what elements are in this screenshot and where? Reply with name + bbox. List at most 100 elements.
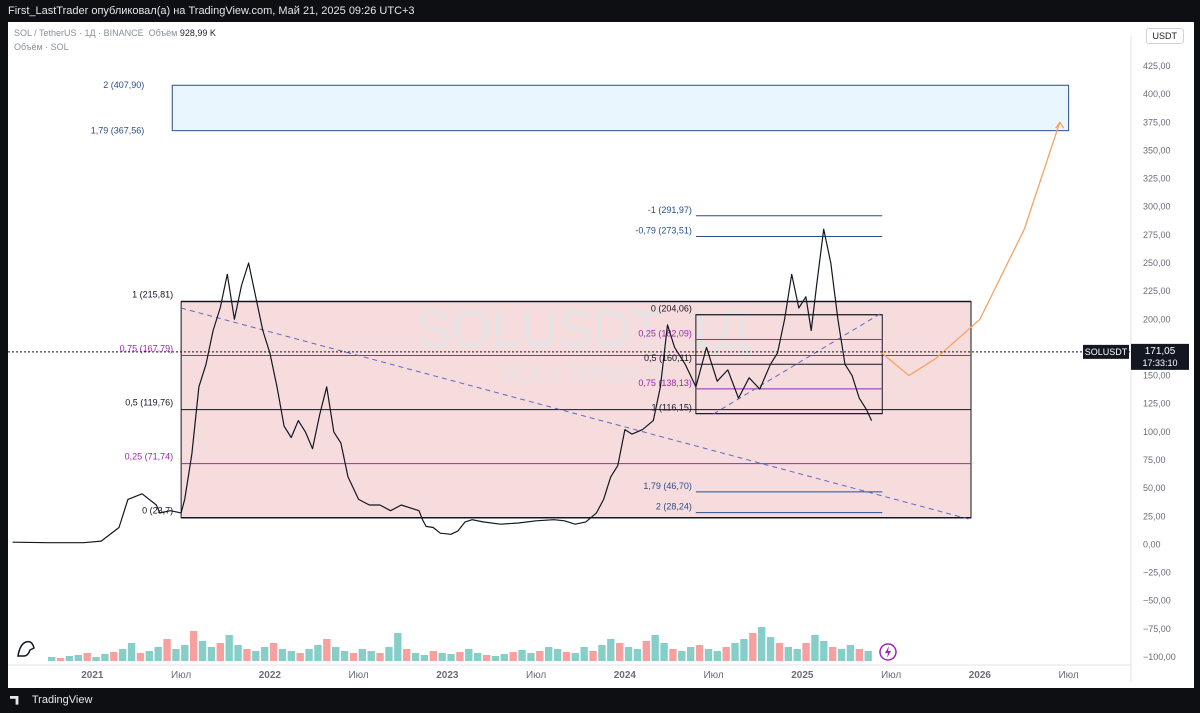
y-tick-label: 400,00 (1143, 89, 1171, 99)
x-tick-label: 2022 (259, 670, 282, 681)
volume-bar (545, 647, 553, 661)
y-tick-label: 425,00 (1143, 61, 1171, 71)
x-tick-label: Июл (1058, 670, 1078, 681)
volume-bar (340, 651, 349, 661)
volume-bar (225, 635, 233, 661)
x-tick-label: Июл (171, 670, 191, 681)
volume-bar (154, 647, 162, 661)
watermark-symbol: SOLUSDT, 1Д (417, 301, 750, 359)
volume-bar (110, 652, 118, 661)
volume-bar (722, 647, 730, 661)
volume-bar (403, 649, 411, 661)
y-tick-label: 75,00 (1143, 455, 1166, 465)
currency-button[interactable]: USDT (1145, 28, 1184, 44)
bar-countdown: 17:33:10 (1142, 358, 1177, 368)
volume-bar (394, 633, 402, 661)
volume-bar (678, 651, 686, 661)
volume-bar (527, 653, 535, 661)
volume-bar (163, 639, 171, 661)
volume-bar (216, 643, 224, 661)
volume-bar (474, 653, 482, 661)
volume-bar (633, 649, 642, 661)
volume-bar (278, 649, 287, 661)
volume-bar (855, 649, 863, 661)
volume-bar (802, 643, 810, 661)
fib-small-label: 1 (116,15) (652, 403, 692, 413)
volume-bar (74, 655, 82, 661)
y-tick-label: 300,00 (1143, 202, 1171, 212)
volume-bar (198, 641, 207, 661)
x-tick-label: Июл (526, 670, 546, 681)
volume-bar (500, 654, 508, 661)
volume-bar (784, 647, 792, 661)
target-level-label: 2 (407,90) (103, 80, 144, 90)
x-tick-label: 2026 (969, 670, 992, 681)
volume-bar (349, 653, 358, 661)
volume-bar (607, 639, 615, 661)
volume-bar (687, 647, 695, 661)
volume-bar (491, 656, 500, 661)
fib-large-label: 0,75 (167,79) (120, 344, 174, 354)
fib-large-label: 0 (23,7) (142, 506, 173, 516)
volume-bar (190, 631, 198, 661)
volume-bar (580, 647, 588, 661)
volume-bar (775, 643, 784, 661)
volume-bar (846, 645, 855, 661)
volume-bar (119, 649, 127, 661)
volume-bar (367, 651, 375, 661)
volume-bar (536, 651, 544, 661)
volume-bar (56, 658, 65, 661)
volume-bar (758, 627, 766, 661)
volume-bar (669, 649, 677, 661)
tradingview-logo-icon (10, 695, 19, 705)
y-tick-label: 0,00 (1143, 539, 1161, 549)
fib-extension-label: 2 (28,24) (656, 502, 692, 512)
target-level-label: 1,79 (367,56) (91, 126, 145, 136)
volume-legend: Объём · SOL (14, 42, 69, 52)
footer: TradingView (0, 688, 1200, 713)
volume-bar (207, 647, 216, 661)
y-tick-label: 200,00 (1143, 314, 1171, 324)
chart-panel[interactable]: SOL / TetherUS · 1Д · BINANCE Объём 928,… (8, 22, 1194, 688)
fib-extension-label: -0,79 (273,51) (635, 226, 692, 236)
x-tick-label: 2025 (791, 670, 814, 681)
volume-bar (713, 651, 721, 661)
volume-bar (172, 649, 180, 661)
fib-large-label: 1 (215,81) (132, 289, 173, 299)
fib-small-label: 0,5 (160,11) (644, 353, 692, 363)
volume-bar (616, 643, 624, 661)
fib-extension-label: -1 (291,97) (648, 205, 692, 215)
volume-bar (181, 645, 189, 661)
volume-bar (65, 656, 74, 661)
volume-bar (465, 649, 473, 661)
volume-label: Объём (148, 28, 178, 38)
volume-bar (127, 643, 136, 661)
volume-bar (820, 641, 828, 661)
y-tick-label: 275,00 (1143, 230, 1171, 240)
y-tick-label: 100,00 (1143, 427, 1171, 437)
volume-bar (793, 649, 801, 661)
volume-bar (589, 651, 597, 661)
volume-bar (145, 651, 153, 661)
x-tick-label: 2023 (436, 670, 459, 681)
price-chart[interactable]: 425,00 400,00 375,00 350,00 325,00 300,00 275,… (8, 22, 1194, 688)
volume-bar (766, 637, 775, 661)
y-tick-label: −100,00 (1143, 652, 1176, 662)
y-tick-label: 150,00 (1143, 371, 1171, 381)
fib-large-label: 0,25 (71,74) (125, 452, 174, 462)
symbol-label: SOL / TetherUS · 1Д · BINANCE (14, 28, 144, 38)
volume-bar (429, 651, 437, 661)
tradingview-dino-icon (17, 640, 35, 657)
symbol-legend: SOL / TetherUS · 1Д · BINANCE Объём 928,… (14, 28, 216, 38)
lightning-icon (885, 646, 891, 658)
volume-bar (332, 647, 340, 661)
x-tick-label: 2021 (81, 670, 104, 681)
x-tick-label: Июл (881, 670, 901, 681)
volume-bar (83, 653, 91, 661)
volume-bar (252, 651, 260, 661)
x-tick-label: Июл (703, 670, 723, 681)
volume-bar (837, 649, 846, 661)
volume-bar (234, 645, 242, 661)
volume-bar (624, 647, 633, 661)
fib-small-label: 0 (204,06) (651, 304, 692, 314)
